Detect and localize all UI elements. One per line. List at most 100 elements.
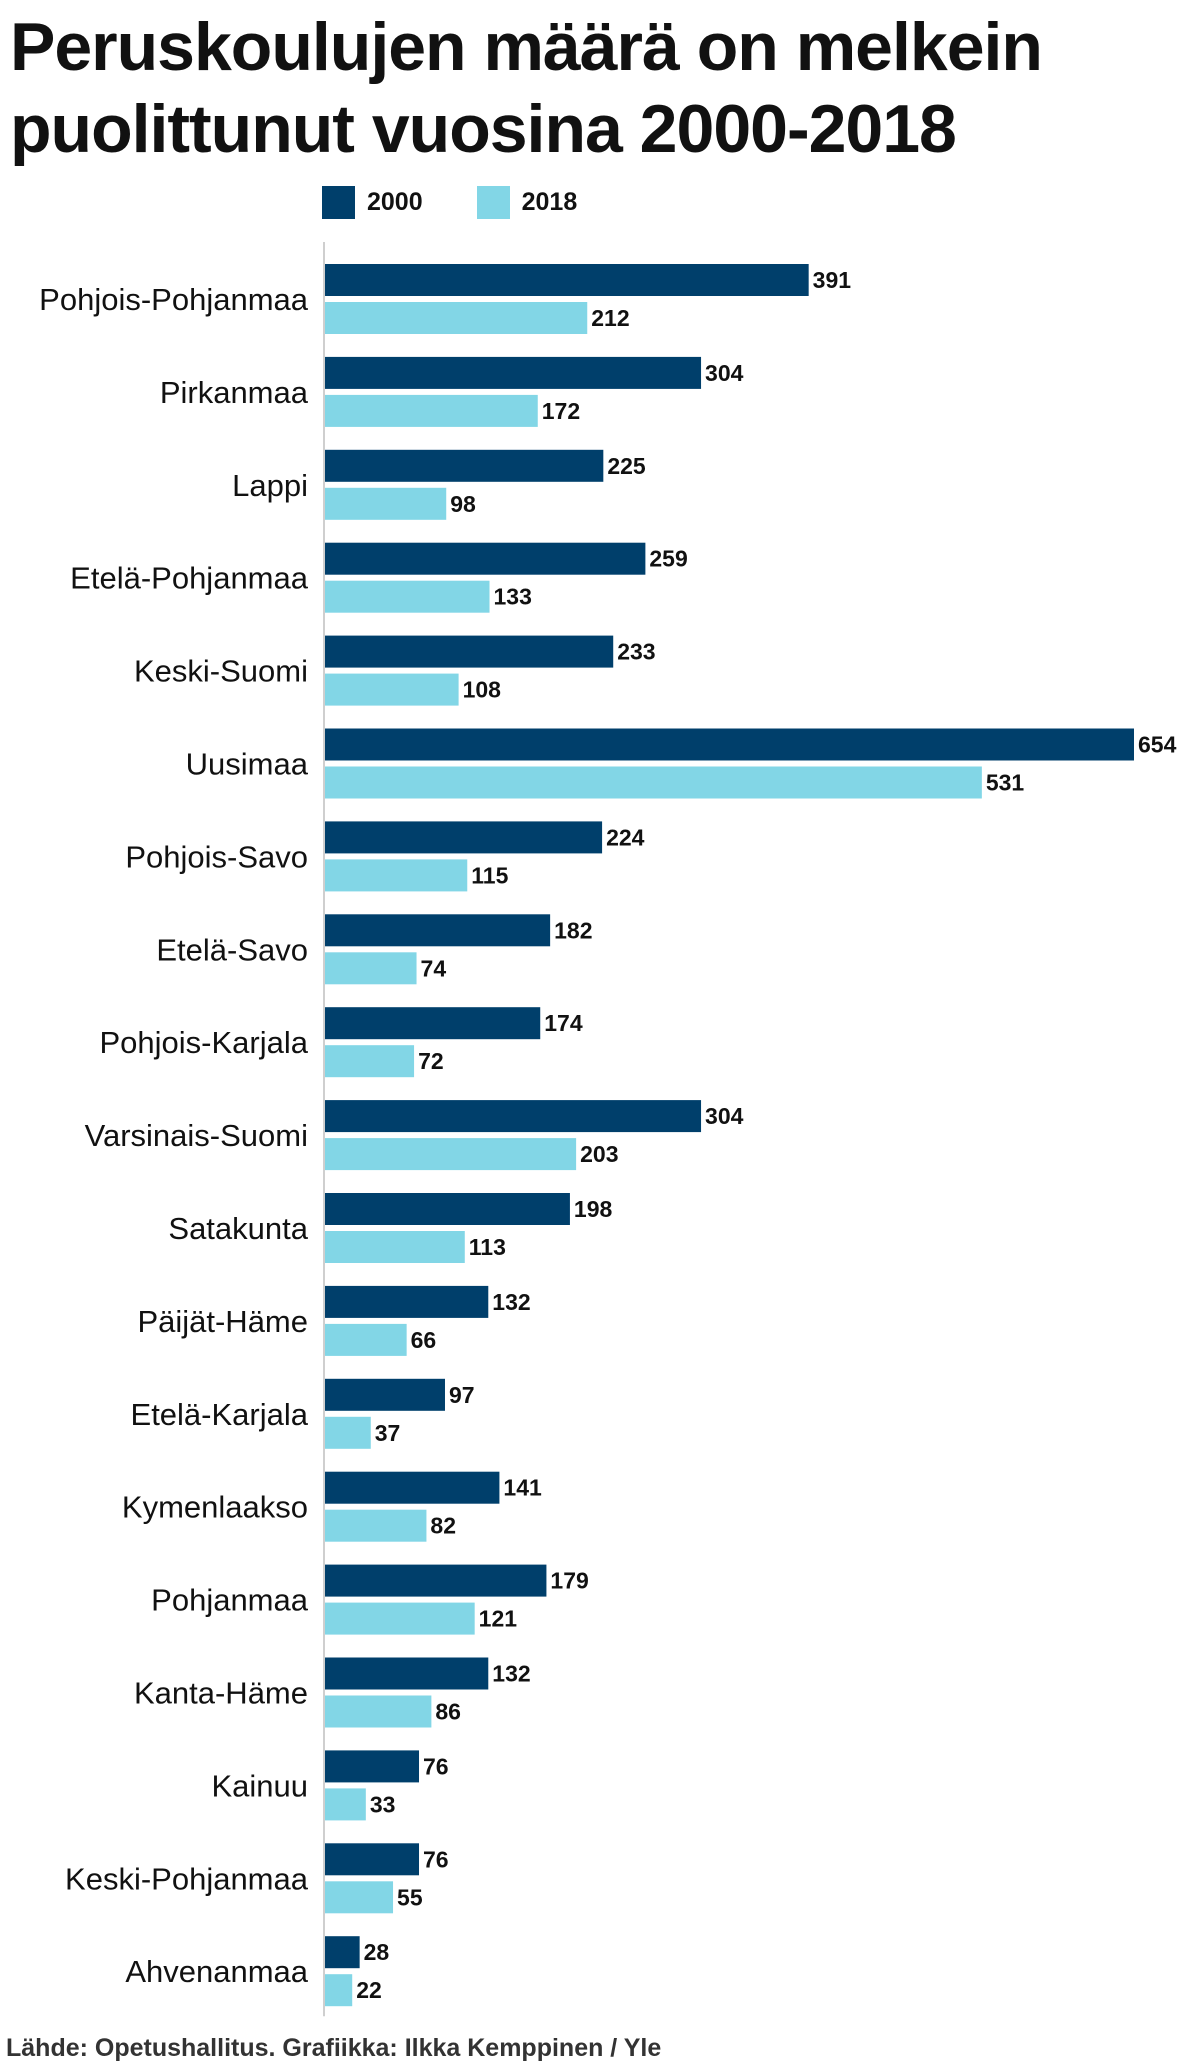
category-label-pohjois-savo: Pohjois-Savo [125,839,308,874]
bar-ahvenanmaa-2018 [325,1974,353,2007]
value-label-varsinais-suomi-2018: 203 [580,1141,618,1167]
value-label-pohjois-karjala-2018: 72 [418,1048,444,1074]
category-label-etela-savo: Etelä-Savo [156,932,308,967]
bar-pirkanmaa-2018 [325,394,538,427]
value-label-etela-pohjanmaa-2000: 259 [649,546,687,572]
value-label-etela-karjala-2018: 37 [375,1420,401,1446]
bar-etela-karjala-2000 [325,1378,445,1411]
bar-pohjois-pohjanmaa-2018 [325,302,588,334]
bar-keski-pohjanmaa-2018 [325,1881,394,1914]
bar-kanta-hame-2000 [325,1657,489,1690]
value-label-kymenlaakso-2000: 141 [503,1475,542,1501]
value-label-keski-suomi-2000: 233 [617,639,655,665]
value-label-pohjois-pohjanmaa-2018: 212 [591,305,629,331]
category-label-paijat-hame: Päijät-Häme [137,1304,308,1339]
value-label-etela-savo-2000: 182 [554,917,592,943]
category-label-keski-pohjanmaa: Keski-Pohjanmaa [65,1861,309,1896]
bar-kainuu-2000 [325,1750,420,1783]
category-label-satakunta: Satakunta [168,1211,308,1246]
value-label-satakunta-2018: 113 [469,1234,506,1260]
bar-paijat-hame-2018 [325,1323,407,1356]
bar-pohjois-savo-2000 [325,821,603,854]
bar-etela-savo-2000 [325,914,551,947]
category-label-ahvenanmaa: Ahvenanmaa [125,1954,308,1989]
bar-etela-pohjanmaa-2018 [325,580,490,613]
value-label-uusimaa-2000: 654 [1138,732,1177,758]
value-label-etela-savo-2018: 74 [421,955,447,981]
value-label-pohjois-savo-2018: 115 [471,862,508,888]
legend-swatch-2000 [322,186,355,219]
category-label-pirkanmaa: Pirkanmaa [160,375,309,410]
category-label-kainuu: Kainuu [211,1768,308,1803]
bar-keski-pohjanmaa-2000 [325,1843,420,1876]
legend-item-2000: 2000 [322,186,423,219]
bar-pirkanmaa-2000 [325,356,702,389]
bar-pohjanmaa-2000 [325,1564,547,1597]
category-label-kymenlaakso: Kymenlaakso [122,1490,308,1525]
bar-pohjois-savo-2018 [325,859,468,892]
value-label-pohjois-savo-2000: 224 [606,824,645,850]
value-label-etela-karjala-2000: 97 [449,1382,475,1408]
value-label-pohjanmaa-2000: 179 [550,1568,588,1594]
category-label-etela-karjala: Etelä-Karjala [131,1397,309,1432]
value-label-kanta-hame-2000: 132 [492,1661,530,1687]
category-label-varsinais-suomi: Varsinais-Suomi [85,1118,308,1153]
bar-kainuu-2018 [325,1788,366,1821]
legend: 2000 2018 [322,186,631,219]
value-label-pohjois-karjala-2000: 174 [544,1010,583,1036]
value-label-kanta-hame-2018: 86 [435,1699,461,1725]
bar-satakunta-2000 [325,1193,570,1225]
bar-varsinais-suomi-2000 [325,1100,702,1133]
category-label-lappi: Lappi [232,468,308,503]
value-label-ahvenanmaa-2018: 22 [356,1977,382,2003]
value-label-pohjanmaa-2018: 121 [479,1606,518,1632]
bar-satakunta-2018 [325,1231,465,1263]
bar-pohjois-pohjanmaa-2000 [325,264,809,296]
category-label-pohjanmaa: Pohjanmaa [151,1583,309,1618]
value-label-keski-suomi-2018: 108 [463,677,502,703]
bar-lappi-2018 [325,487,447,520]
bar-pohjois-karjala-2018 [325,1045,415,1078]
bar-kanta-hame-2018 [325,1695,432,1728]
category-label-pohjois-karjala: Pohjois-Karjala [100,1025,309,1060]
category-label-kanta-hame: Kanta-Häme [134,1676,308,1711]
bar-kymenlaakso-2018 [325,1509,427,1542]
value-label-pirkanmaa-2018: 172 [542,398,580,424]
bar-etela-karjala-2018 [325,1416,371,1449]
value-label-paijat-hame-2018: 66 [411,1327,437,1353]
value-label-pirkanmaa-2000: 304 [705,360,744,386]
legend-label-2000: 2000 [367,188,423,216]
bar-varsinais-suomi-2018 [325,1138,577,1171]
value-label-paijat-hame-2000: 132 [492,1289,530,1315]
value-label-ahvenanmaa-2000: 28 [364,1939,390,1965]
value-label-keski-pohjanmaa-2000: 76 [423,1846,449,1872]
source-note: Lähde: Opetushallitus. Grafiikka: Ilkka … [6,2034,662,2062]
value-label-etela-pohjanmaa-2018: 133 [494,584,532,610]
category-label-etela-pohjanmaa: Etelä-Pohjanmaa [70,561,309,596]
value-label-lappi-2018: 98 [450,491,476,517]
bar-etela-pohjanmaa-2000 [325,542,646,575]
legend-item-2018: 2018 [476,186,577,219]
bar-pohjois-karjala-2000 [325,1007,541,1040]
value-label-satakunta-2000: 198 [574,1196,613,1222]
bar-keski-suomi-2000 [325,635,614,668]
category-label-pohjois-pohjanmaa: Pohjois-Pohjanmaa [39,282,309,317]
category-label-uusimaa: Uusimaa [186,747,309,782]
bar-uusimaa-2018 [325,766,982,799]
value-label-kymenlaakso-2018: 82 [430,1513,456,1539]
category-label-keski-suomi: Keski-Suomi [134,654,308,689]
bar-etela-savo-2018 [325,952,417,985]
bar-pohjanmaa-2018 [325,1602,475,1635]
value-label-keski-pohjanmaa-2018: 55 [397,1884,423,1910]
bar-paijat-hame-2000 [325,1285,489,1318]
value-label-uusimaa-2018: 531 [986,770,1025,796]
value-label-pohjois-pohjanmaa-2000: 391 [813,267,852,293]
value-label-lappi-2000: 225 [607,453,646,479]
value-label-kainuu-2000: 76 [423,1753,449,1779]
legend-swatch-2018 [476,186,510,219]
bar-keski-suomi-2018 [325,673,459,706]
bar-uusimaa-2000 [325,728,1134,761]
bar-ahvenanmaa-2000 [325,1936,360,1969]
value-label-kainuu-2018: 33 [370,1791,396,1817]
